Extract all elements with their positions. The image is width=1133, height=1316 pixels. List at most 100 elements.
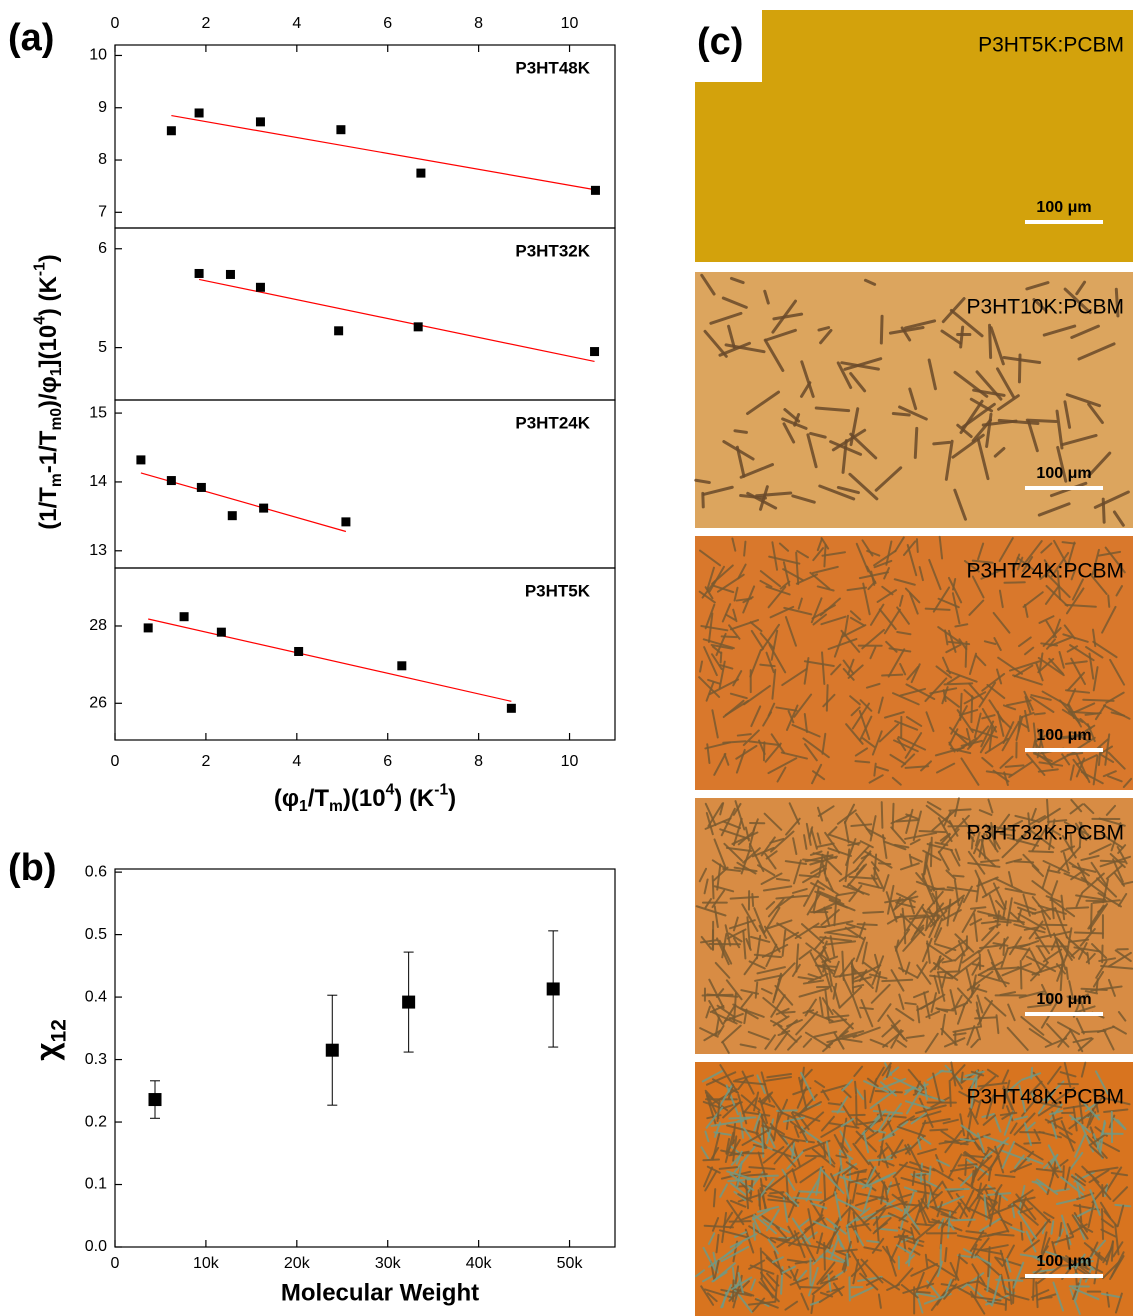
crystal bbox=[803, 660, 835, 667]
crystal bbox=[742, 1097, 757, 1115]
crystal bbox=[873, 953, 880, 969]
crystal bbox=[769, 1236, 790, 1242]
crystal bbox=[878, 723, 900, 743]
crystal bbox=[799, 1165, 824, 1184]
crystal bbox=[1112, 858, 1124, 883]
point bbox=[166, 126, 176, 136]
crystal bbox=[1114, 1223, 1120, 1256]
crystal bbox=[816, 842, 835, 848]
crystal bbox=[905, 715, 923, 727]
crystal bbox=[795, 943, 800, 973]
crystal bbox=[1008, 936, 1022, 956]
crystal bbox=[841, 950, 845, 981]
crystal bbox=[798, 949, 813, 960]
crystal bbox=[881, 1245, 896, 1264]
crystal bbox=[737, 563, 747, 580]
y-tick-label: 5 bbox=[98, 339, 107, 356]
crystal bbox=[898, 1163, 929, 1174]
crystal bbox=[911, 1170, 916, 1186]
crystal bbox=[987, 966, 1020, 971]
crystal bbox=[1087, 1199, 1096, 1229]
crystal bbox=[960, 1124, 979, 1138]
crystal bbox=[975, 654, 987, 667]
label-part: -1 bbox=[434, 782, 448, 799]
crystal bbox=[1031, 1289, 1050, 1299]
crystal bbox=[811, 763, 823, 785]
crystal bbox=[1035, 1167, 1063, 1173]
crystal bbox=[1023, 926, 1040, 931]
crystal bbox=[1095, 1251, 1101, 1269]
crystal bbox=[1055, 940, 1067, 971]
crystal bbox=[994, 1184, 1003, 1196]
crystal bbox=[904, 765, 930, 769]
y-tick-label: 15 bbox=[89, 404, 107, 421]
crystal bbox=[1013, 901, 1037, 911]
point bbox=[179, 612, 189, 622]
label-part: )(10 bbox=[343, 785, 386, 812]
crystal bbox=[720, 1246, 750, 1263]
crystal bbox=[1009, 911, 1025, 926]
crystal bbox=[894, 896, 901, 910]
crystal bbox=[1014, 1142, 1044, 1161]
crystal bbox=[1025, 1156, 1044, 1165]
crystal bbox=[731, 1276, 753, 1291]
crystal bbox=[980, 859, 1000, 863]
crystal bbox=[784, 860, 808, 865]
crystal bbox=[836, 361, 853, 390]
crystal bbox=[903, 1208, 920, 1231]
crystal bbox=[705, 1071, 737, 1086]
label-part: /T bbox=[308, 785, 330, 812]
crystal bbox=[768, 643, 787, 674]
crystal bbox=[900, 753, 916, 768]
crystal bbox=[771, 1256, 784, 1264]
crystal bbox=[767, 898, 785, 918]
crystal bbox=[915, 538, 919, 553]
crystal bbox=[820, 1083, 849, 1094]
crystal bbox=[1034, 731, 1053, 743]
crystal bbox=[1015, 1193, 1037, 1221]
crystal bbox=[931, 1180, 944, 1196]
crystal bbox=[1005, 858, 1023, 865]
crystal bbox=[843, 614, 849, 635]
crystal bbox=[751, 1297, 766, 1313]
crystal bbox=[974, 1274, 980, 1299]
crystal bbox=[795, 551, 800, 586]
crystal bbox=[848, 884, 863, 903]
crystal bbox=[1024, 695, 1032, 714]
y-tick-label: 13 bbox=[89, 542, 107, 559]
crystal bbox=[1083, 803, 1095, 815]
crystal bbox=[961, 817, 976, 837]
crystal bbox=[899, 913, 926, 937]
crystal bbox=[922, 1118, 951, 1125]
crystal bbox=[1029, 696, 1055, 713]
x-tick-label: 40k bbox=[466, 1255, 493, 1272]
crystal bbox=[1064, 660, 1088, 665]
crystal bbox=[883, 840, 907, 851]
crystal bbox=[885, 1065, 892, 1079]
x-tick-label: 6 bbox=[383, 753, 392, 770]
crystal bbox=[698, 590, 716, 604]
crystal bbox=[783, 606, 813, 616]
crystal bbox=[946, 898, 952, 927]
crystal bbox=[996, 910, 1000, 929]
crystal bbox=[934, 746, 965, 757]
crystal bbox=[941, 1202, 962, 1229]
crystal bbox=[1064, 689, 1091, 694]
crystal bbox=[761, 1114, 765, 1148]
crystal bbox=[860, 998, 874, 1028]
crystal bbox=[733, 866, 758, 873]
crystal bbox=[841, 1165, 855, 1176]
crystal bbox=[862, 1131, 870, 1154]
point bbox=[334, 326, 344, 336]
panel-label: (c) bbox=[697, 21, 743, 63]
crystal bbox=[775, 706, 798, 712]
crystal bbox=[829, 935, 836, 958]
crystal bbox=[996, 710, 1005, 737]
crystal bbox=[1012, 1203, 1039, 1226]
crystal bbox=[775, 1238, 802, 1247]
crystal bbox=[762, 1146, 785, 1164]
label-part: 4 bbox=[386, 782, 395, 799]
crystal bbox=[1016, 556, 1035, 571]
crystal bbox=[786, 1258, 808, 1264]
crystal bbox=[1104, 1166, 1123, 1194]
